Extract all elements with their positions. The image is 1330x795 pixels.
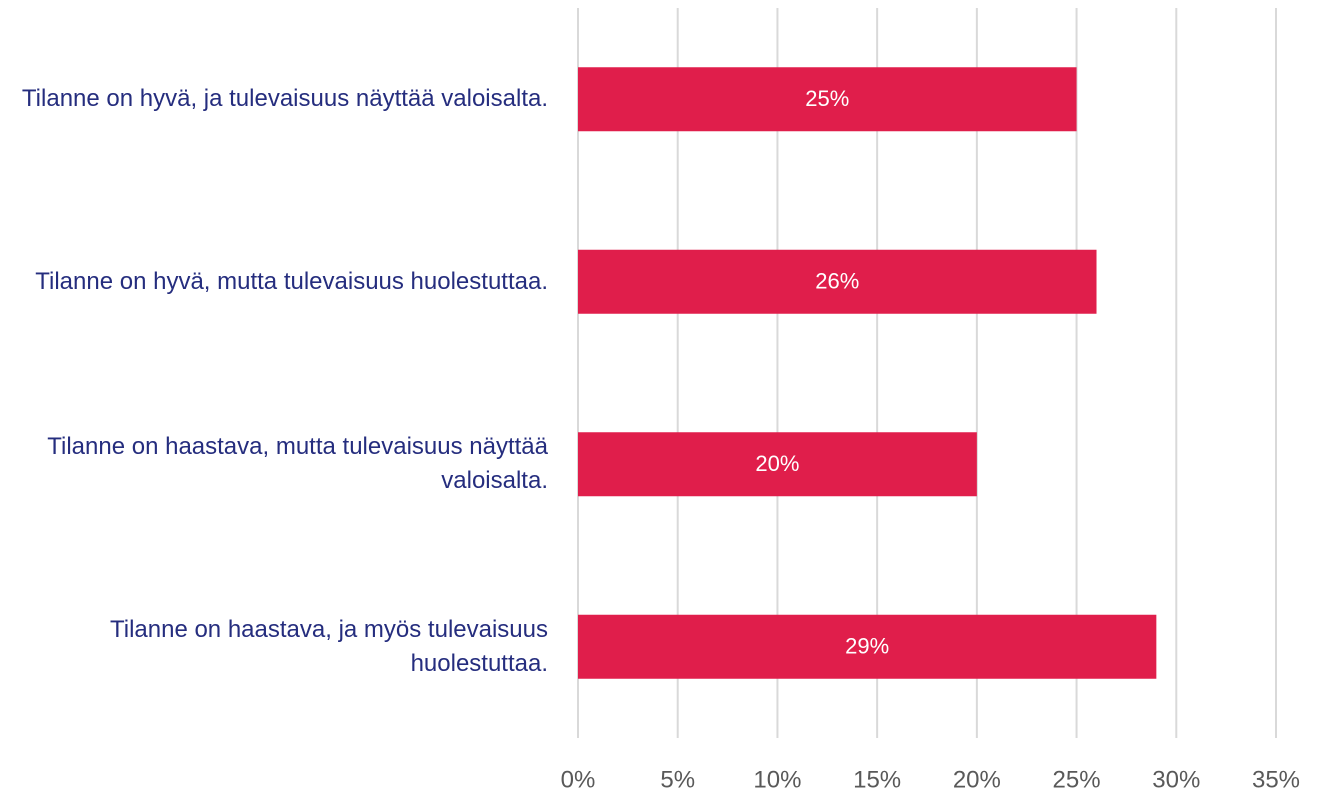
bar [578, 432, 977, 497]
category-label: Tilanne on haastava, ja myös tulevaisuus… [109, 615, 548, 677]
x-tick-label: 10% [753, 766, 801, 793]
data-label: 29% [845, 634, 889, 659]
category-label: Tilanne on haastava, mutta tulevaisuus n… [47, 433, 548, 495]
x-tick-label: 0% [561, 766, 596, 793]
category-label: Tilanne on hyvä, ja tulevaisuus näyttää … [21, 85, 548, 113]
data-label: 25% [805, 86, 849, 111]
x-tick-label: 15% [853, 766, 901, 793]
data-label: 26% [815, 269, 859, 294]
bar [578, 614, 1157, 679]
x-tick-label: 30% [1152, 766, 1200, 793]
x-tick-label: 35% [1252, 766, 1300, 793]
x-tick-label: 20% [953, 766, 1001, 793]
bar [578, 249, 1097, 314]
x-tick-label: 5% [660, 766, 695, 793]
x-tick-label: 25% [1053, 766, 1101, 793]
category-label: Tilanne on hyvä, mutta tulevaisuus huole… [35, 267, 548, 295]
bar [578, 67, 1077, 132]
data-label: 20% [755, 451, 799, 476]
